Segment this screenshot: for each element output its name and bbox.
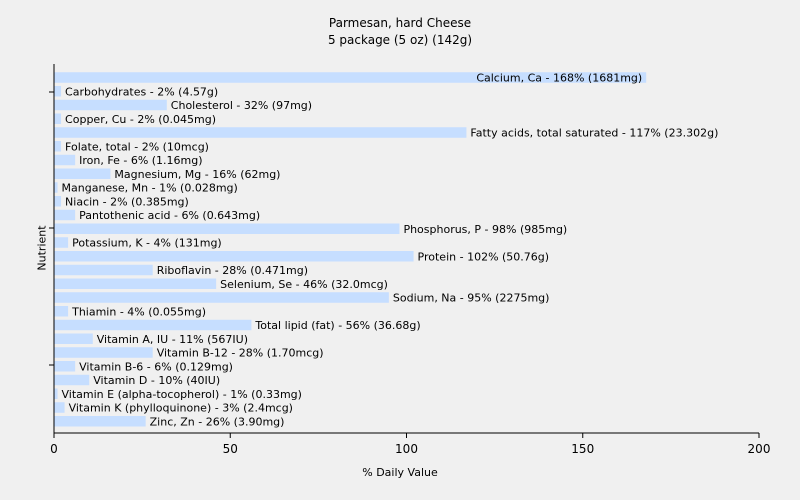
- axes-group: 0 50 100 150 200: [49, 64, 770, 456]
- chart-subtitle: 5 package (5 oz) (142g): [327, 33, 473, 47]
- bar: [54, 319, 252, 331]
- bar-label: Folate, total - 2% (10mcg): [65, 140, 209, 153]
- bar: [54, 127, 467, 138]
- bar-label: Niacin - 2% (0.385mg): [65, 195, 189, 208]
- bar-label: Fatty acids, total saturated - 117% (23.…: [470, 127, 718, 140]
- bar: [54, 292, 389, 303]
- bar-label: Riboflavin - 28% (0.471mg): [157, 264, 308, 277]
- bar: [54, 223, 400, 234]
- bar: [54, 209, 76, 221]
- bar-label: Magnesium, Mg - 16% (62mg): [114, 168, 280, 181]
- bar-label: Sodium, Na - 95% (2275mg): [393, 292, 550, 305]
- bar: [54, 182, 58, 193]
- bar-label: Iron, Fe - 6% (1.16mg): [79, 154, 202, 167]
- bar: [54, 99, 167, 111]
- bar: [54, 196, 62, 207]
- bar-label: Vitamin D - 10% (40IU): [93, 374, 220, 387]
- bar-label: Total lipid (fat) - 56% (36.68g): [254, 319, 420, 332]
- bar: [54, 278, 217, 289]
- bar-label: Selenium, Se - 46% (32.0mcg): [220, 278, 388, 291]
- bar-label: Pantothenic acid - 6% (0.643mg): [79, 209, 260, 222]
- bar-label: Vitamin B-12 - 28% (1.70mcg): [157, 347, 324, 360]
- bar: [54, 72, 647, 83]
- x-tick-label: 200: [748, 442, 771, 456]
- bar-label: Vitamin A, IU - 11% (567IU): [97, 333, 248, 346]
- bar: [54, 86, 62, 97]
- bar-label: Carbohydrates - 2% (4.57g): [65, 85, 218, 98]
- bar-label: Copper, Cu - 2% (0.045mg): [65, 113, 216, 126]
- bar: [54, 237, 69, 248]
- bar: [54, 154, 76, 166]
- bar: [54, 168, 111, 179]
- bar: [54, 361, 76, 372]
- bar: [54, 333, 93, 344]
- x-tick-label: 0: [50, 442, 58, 456]
- bars-group: Calcium, Ca - 168% (1681mg) Carbohydrates…: [54, 72, 718, 428]
- bar: [54, 402, 65, 413]
- x-tick-label: 150: [571, 442, 594, 456]
- bar: [54, 347, 153, 358]
- bar-label: Calcium, Ca - 168% (1681mg): [476, 72, 642, 85]
- bar: [54, 251, 414, 262]
- bar-label: Phosphorus, P - 98% (985mg): [403, 223, 567, 236]
- bar: [54, 306, 69, 317]
- bar-label: Vitamin B-6 - 6% (0.129mg): [79, 360, 233, 373]
- x-tick-label: 50: [223, 442, 238, 456]
- bar-label: Potassium, K - 4% (131mg): [72, 237, 222, 250]
- bar: [54, 388, 58, 399]
- bar: [54, 374, 90, 386]
- bar-label: Vitamin E (alpha-tocopherol) - 1% (0.33m…: [62, 388, 302, 401]
- bar-label: Thiamin - 4% (0.055mg): [71, 305, 206, 318]
- bar: [54, 141, 62, 152]
- x-tick-label: 100: [395, 442, 418, 456]
- chart-title: Parmesan, hard Cheese: [328, 16, 472, 30]
- x-axis-label: % Daily Value: [362, 466, 438, 479]
- bar: [54, 113, 62, 124]
- bar: [54, 416, 146, 427]
- bar: [54, 264, 153, 276]
- bar-label: Vitamin K (phylloquinone) - 3% (2.4mcg): [69, 402, 293, 415]
- bar-label: Manganese, Mn - 1% (0.028mg): [62, 182, 238, 195]
- bar-label: Cholesterol - 32% (97mg): [171, 99, 312, 112]
- bar-label: Protein - 102% (50.76g): [418, 250, 550, 263]
- bar-label: Zinc, Zn - 26% (3.90mg): [150, 415, 285, 428]
